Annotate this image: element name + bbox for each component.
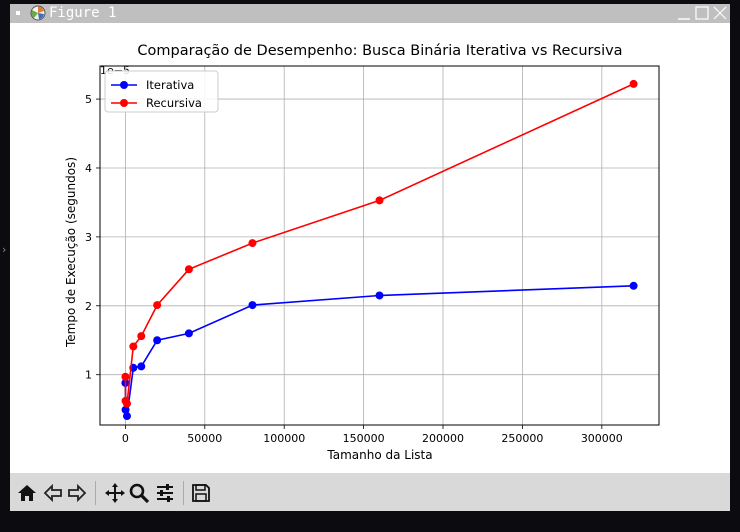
data-point-recursiva [153, 301, 162, 310]
legend-box [104, 70, 219, 113]
home-icon[interactable] [16, 482, 38, 504]
title-bar[interactable]: Figure 1 [10, 4, 730, 23]
series-line-recursiva [124, 83, 634, 407]
legend-marker-recursiva [120, 99, 128, 107]
back-icon[interactable] [42, 482, 64, 504]
zoom-icon[interactable] [128, 482, 150, 504]
data-point-iterativa [629, 281, 638, 290]
chart: Comparação de Desempenho: Busca Binária … [64, 43, 660, 462]
y-tick-label: 1 [85, 369, 92, 382]
data-point-iterativa [248, 301, 257, 310]
minimize-icon[interactable] [676, 5, 692, 21]
legend-marker-iterativa [120, 81, 128, 89]
data-point-recursiva [629, 79, 638, 88]
data-point-recursiva [375, 196, 384, 205]
data-point-iterativa [153, 336, 162, 345]
y-axis-label: Tempo de Execução (segundos) [64, 157, 78, 348]
series-line-iterativa [124, 285, 634, 417]
y-tick-label: 4 [85, 162, 92, 175]
y-tick-label: 3 [85, 231, 92, 244]
chevron-right-icon: › [2, 243, 7, 256]
x-tick-label: 250000 [501, 432, 543, 445]
maximize-icon[interactable] [694, 5, 710, 21]
data-point-recursiva [122, 399, 131, 408]
forward-icon[interactable] [66, 482, 88, 504]
x-tick-label: 150000 [343, 432, 385, 445]
navigation-toolbar [10, 473, 730, 511]
figure-canvas[interactable]: Comparação de Desempenho: Busca Binária … [10, 23, 730, 473]
data-point-iterativa [122, 412, 131, 421]
x-axis-label: Tamanho da Lista [326, 448, 432, 462]
x-tick-label: 0 [122, 432, 129, 445]
matplotlib-icon [30, 5, 46, 21]
chart-title: Comparação de Desempenho: Busca Binária … [137, 43, 622, 59]
window-menu-icon[interactable] [16, 11, 20, 15]
x-tick-label: 50000 [187, 432, 222, 445]
toolbar-separator [95, 481, 96, 505]
save-icon[interactable] [190, 482, 212, 504]
close-icon[interactable] [712, 5, 728, 21]
y-tick-label: 5 [85, 93, 92, 106]
data-point-iterativa [121, 405, 130, 414]
x-tick-label: 300000 [581, 432, 623, 445]
toolbar-separator [183, 481, 184, 505]
data-point-iterativa [137, 362, 146, 371]
legend-label-iterativa: Iterativa [146, 78, 194, 92]
x-tick-label: 200000 [422, 432, 464, 445]
pan-icon[interactable] [104, 482, 126, 504]
y-tick-label: 2 [85, 300, 92, 313]
x-tick-label: 100000 [263, 432, 305, 445]
data-point-recursiva [129, 342, 138, 351]
grid [100, 66, 659, 425]
data-point-iterativa [184, 329, 193, 338]
series-group [121, 79, 638, 421]
data-point-iterativa [375, 291, 384, 300]
axis-ticks: 0 50000 100000 150000 200000 250000 300000 1 2 3 4… [85, 93, 623, 445]
plot-frame [99, 65, 660, 426]
data-point-recursiva [184, 265, 193, 274]
legend: Iterativa Recursiva [104, 70, 219, 113]
data-point-recursiva [121, 372, 130, 381]
legend-label-recursiva: Recursiva [146, 96, 202, 110]
window-title: Figure 1 [49, 5, 117, 21]
data-point-recursiva [137, 332, 146, 341]
configure-subplots-icon[interactable] [154, 482, 176, 504]
data-point-recursiva [248, 239, 257, 248]
